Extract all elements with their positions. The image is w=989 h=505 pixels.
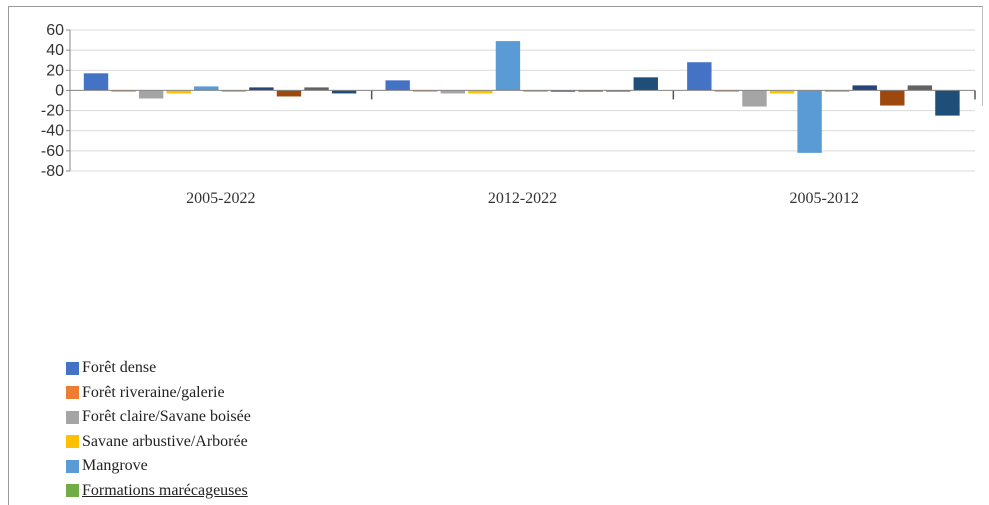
bar: [249, 87, 274, 91]
legend: Forêt dense Forêt riveraine/galerie Forê…: [66, 356, 406, 505]
legend-label: Formations marécageuses: [82, 481, 248, 499]
category-labels: 2005-2022 2012-2022 2005-2012: [186, 190, 859, 207]
bar: [276, 90, 302, 97]
legend-swatch: [66, 459, 79, 473]
legend-item-formations-marecageuses: Formations marécageuses: [66, 479, 406, 504]
legend-label: Forêt claire/Savane boisée: [82, 408, 251, 426]
y-tick-label: 40: [46, 42, 64, 59]
legend-swatch: [66, 361, 79, 375]
bar: [769, 90, 795, 94]
x-category-label: 2012-2022: [488, 190, 557, 207]
bar: [413, 90, 438, 92]
bar: [304, 87, 329, 91]
bar: [880, 90, 905, 106]
chart-frame-left: [8, 6, 9, 505]
gridlines: [70, 29, 975, 172]
chart-frame-right: [982, 6, 983, 106]
legend-swatch: [66, 484, 79, 498]
bar: [852, 85, 877, 91]
bar: [83, 73, 109, 91]
x-category-label: 2005-2012: [790, 190, 859, 207]
bar: [194, 86, 219, 91]
bars: [83, 41, 960, 153]
legend-label: Mangrove: [82, 457, 148, 475]
y-axis: 60 40 20 0 -20 -40 -60 -80: [41, 22, 71, 180]
bar: [578, 90, 603, 92]
bar: [742, 90, 767, 107]
bar: [440, 90, 465, 94]
bar: [687, 62, 712, 91]
y-tick-label: -40: [41, 123, 64, 140]
x-axis: [70, 89, 976, 100]
legend-item-foret-claire: Forêt claire/Savane boisée: [66, 405, 406, 430]
bar: [550, 90, 576, 92]
legend-item-foret-dense: Forêt dense: [66, 356, 406, 381]
y-tick-label: 20: [46, 62, 64, 79]
y-tick-label: 60: [46, 22, 64, 39]
legend-item-mangrove: Mangrove: [66, 454, 406, 479]
bar: [331, 90, 357, 94]
legend-swatch: [66, 410, 79, 424]
bar: [221, 90, 247, 92]
bar: [523, 90, 548, 92]
bar: [907, 85, 933, 91]
chart-frame-top: [8, 6, 983, 7]
bar: [468, 90, 493, 94]
legend-label: Savane arbustive/Arborée: [82, 432, 248, 450]
bar: [495, 41, 521, 91]
bar: [606, 90, 631, 92]
bar: [824, 90, 850, 92]
legend-label: Forêt dense: [82, 359, 157, 377]
bar: [797, 90, 822, 153]
bar: [714, 90, 740, 92]
legend-item-foret-riveraine: Forêt riveraine/galerie: [66, 381, 406, 406]
bar: [633, 77, 658, 91]
legend-swatch: [66, 435, 79, 449]
legend-item-savane-arbustive: Savane arbustive/Arborée: [66, 430, 406, 455]
y-tick-label: -60: [41, 143, 64, 160]
bar: [138, 90, 164, 99]
y-tick-label: 0: [55, 82, 64, 99]
bar: [166, 90, 191, 94]
y-tick-label: -20: [41, 103, 64, 120]
bar: [385, 80, 410, 91]
legend-swatch: [66, 386, 79, 400]
bar: [111, 90, 136, 92]
legend-label: Forêt riveraine/galerie: [82, 383, 225, 401]
bar: [935, 90, 960, 116]
x-category-label: 2005-2022: [186, 190, 255, 207]
y-tick-label: -80: [41, 163, 64, 180]
